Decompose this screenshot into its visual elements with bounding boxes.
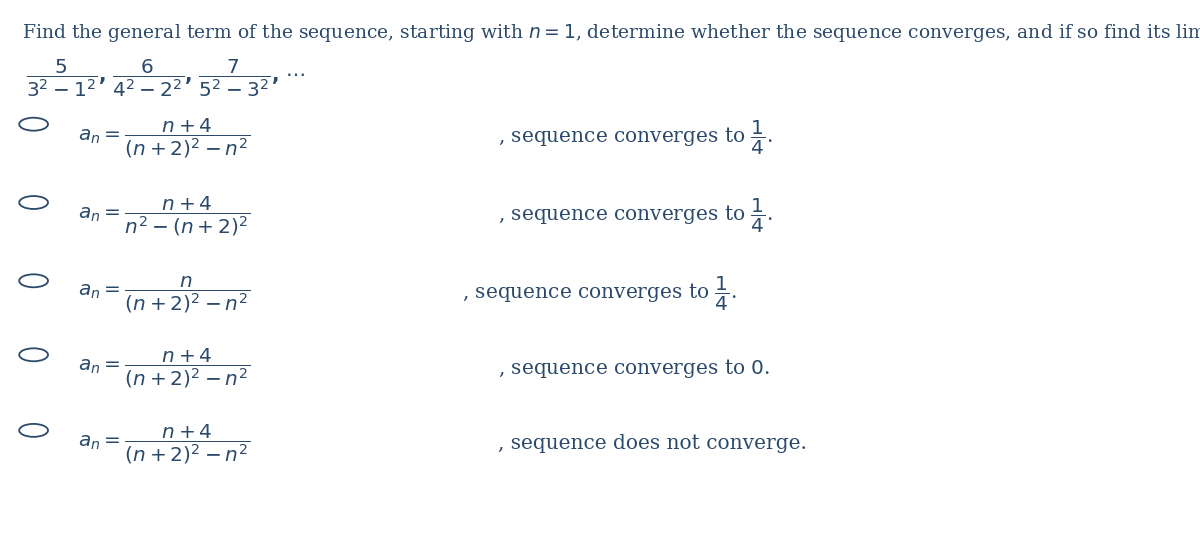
Text: $a_n = \dfrac{n + 4}{(n+2)^2 - n^2}$: $a_n = \dfrac{n + 4}{(n+2)^2 - n^2}$ bbox=[78, 422, 250, 466]
Text: Find the general term of the sequence, starting with $n = 1$, determine whether : Find the general term of the sequence, s… bbox=[22, 22, 1200, 44]
Text: $a_n = \dfrac{n}{(n+2)^2 - n^2}$: $a_n = \dfrac{n}{(n+2)^2 - n^2}$ bbox=[78, 274, 250, 315]
Text: , sequence converges to $\dfrac{1}{4}$.: , sequence converges to $\dfrac{1}{4}$. bbox=[498, 197, 773, 235]
Text: , sequence converges to $\dfrac{1}{4}$.: , sequence converges to $\dfrac{1}{4}$. bbox=[498, 119, 773, 157]
Text: $a_n = \dfrac{n + 4}{(n+2)^2 - n^2}$: $a_n = \dfrac{n + 4}{(n+2)^2 - n^2}$ bbox=[78, 346, 250, 390]
Text: , sequence does not converge.: , sequence does not converge. bbox=[498, 434, 806, 454]
Text: , sequence converges to $\dfrac{1}{4}$.: , sequence converges to $\dfrac{1}{4}$. bbox=[462, 275, 737, 313]
Text: $a_n = \dfrac{n + 4}{n^2 - (n+2)^2}$: $a_n = \dfrac{n + 4}{n^2 - (n+2)^2}$ bbox=[78, 194, 250, 238]
Text: , sequence converges to $0$.: , sequence converges to $0$. bbox=[498, 357, 770, 380]
Text: $a_n = \dfrac{n + 4}{(n+2)^2 - n^2}$: $a_n = \dfrac{n + 4}{(n+2)^2 - n^2}$ bbox=[78, 116, 250, 160]
Text: $\dfrac{5}{3^2 - 1^2}\mathbf{,}\ \dfrac{6}{4^2 - 2^2}\mathbf{,}\ \dfrac{7}{5^2 -: $\dfrac{5}{3^2 - 1^2}\mathbf{,}\ \dfrac{… bbox=[26, 57, 306, 99]
